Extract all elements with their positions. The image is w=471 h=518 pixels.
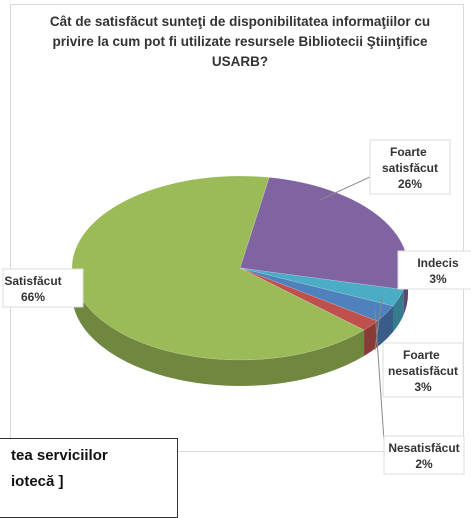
label-line: Satisfăcut <box>4 274 61 288</box>
chart-title: Cât de satisfăcut sunteţi de disponibili… <box>49 14 431 69</box>
slice-side <box>392 289 404 333</box>
leader-line <box>374 297 383 351</box>
slice-top <box>239 267 394 322</box>
overlay-box: tea serviciilor iotecă ] <box>0 438 178 518</box>
label-box <box>382 342 464 398</box>
label-line: Foarte <box>403 348 443 362</box>
chart-frame <box>10 4 464 452</box>
slice <box>239 267 394 348</box>
slice-top <box>239 267 404 307</box>
value-label: 2% <box>415 457 433 471</box>
label-line: Indecis <box>417 256 459 270</box>
category-label: Nesatisfăcut <box>388 441 459 455</box>
label-box <box>383 435 465 475</box>
slice-side <box>364 321 378 357</box>
slice <box>239 267 404 333</box>
label-box <box>397 250 471 290</box>
slice-side <box>377 306 393 348</box>
label-box <box>2 268 84 308</box>
value-label: 66% <box>21 290 45 304</box>
label-line: Nesatisfăcut <box>388 441 459 455</box>
value-label: 3% <box>429 272 447 286</box>
category-label: Indecis <box>417 256 459 270</box>
label-line: satisfăcut <box>382 161 438 175</box>
slice-side <box>72 268 365 387</box>
category-label: Foarte satisfăcut <box>382 145 438 175</box>
label-box <box>369 139 451 195</box>
value-label: 26% <box>398 177 422 191</box>
slice <box>239 267 378 357</box>
overlay-line: iotecă ] <box>11 473 64 490</box>
label-line: Foarte <box>390 145 430 159</box>
category-label: Satisfăcut <box>4 274 61 288</box>
value-label: 3% <box>414 380 432 394</box>
leader-line <box>374 309 386 456</box>
label-line: nesatisfăcut <box>388 364 458 378</box>
overlay-line: tea serviciilor <box>11 447 108 464</box>
slice-top <box>239 267 378 331</box>
category-label: Foarte nesatisfăcut <box>388 348 458 378</box>
